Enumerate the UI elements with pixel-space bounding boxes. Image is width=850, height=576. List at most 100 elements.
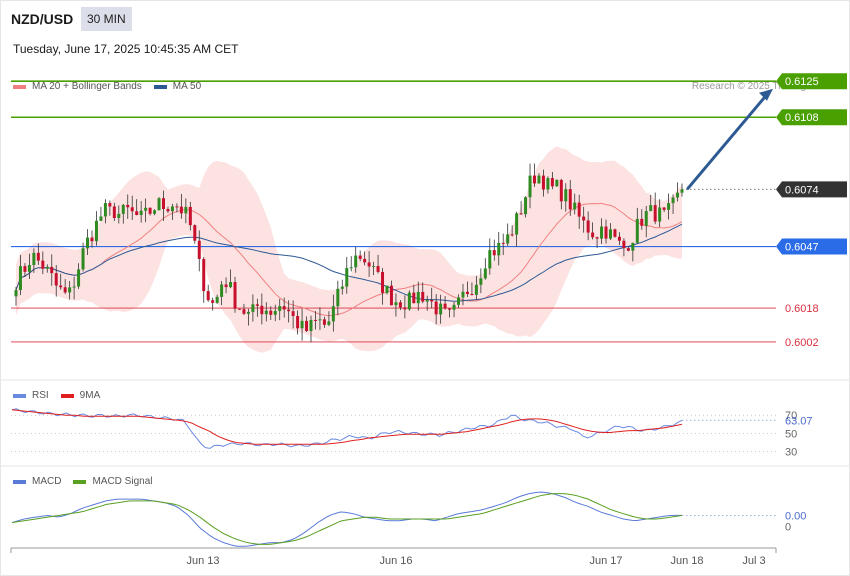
candle <box>457 294 461 308</box>
candle <box>291 300 295 329</box>
candle-body <box>497 242 501 256</box>
candle-body <box>45 266 49 269</box>
candle-body <box>237 308 241 310</box>
candle <box>197 230 201 272</box>
candle-body <box>568 189 572 210</box>
macd-last-label: 0.00 <box>785 510 806 522</box>
candle <box>282 297 286 318</box>
candle-body <box>126 204 130 208</box>
candle-body <box>327 321 331 325</box>
candle <box>331 294 335 332</box>
candle <box>613 228 617 238</box>
candle-body <box>99 216 103 221</box>
candle-body <box>510 234 514 236</box>
candle <box>86 229 90 255</box>
candle <box>604 219 608 244</box>
candle-body <box>224 284 228 288</box>
candle-body <box>595 237 599 239</box>
candle <box>608 223 612 241</box>
bollinger-band-area <box>16 146 682 353</box>
candle-body <box>613 229 617 237</box>
price-level-layer <box>11 80 776 343</box>
candle-body <box>644 211 648 226</box>
macd-signal-line <box>11 493 683 545</box>
candle <box>175 203 179 213</box>
candle-body <box>649 205 653 212</box>
projection-arrow-line <box>686 95 767 190</box>
candle <box>99 206 103 222</box>
candle-body <box>483 268 487 279</box>
candle <box>497 231 501 266</box>
candle-body <box>139 210 143 216</box>
candle <box>448 307 452 318</box>
candle-body <box>296 315 300 329</box>
candle-body <box>273 310 277 315</box>
candle-body <box>282 306 286 310</box>
candle-body <box>403 307 407 310</box>
candle-body <box>260 305 264 315</box>
candle <box>220 280 224 306</box>
candle-body <box>68 287 72 293</box>
candle <box>421 282 425 304</box>
candle-body <box>631 242 635 251</box>
candle-body <box>372 266 376 268</box>
candle <box>251 294 255 322</box>
pivot-label-3: 0.6047 <box>785 242 819 254</box>
symbol-title: NZD/USD <box>11 11 74 27</box>
macd-tick-zero: 0 <box>785 522 791 534</box>
candle <box>568 179 572 216</box>
projection-layer <box>686 88 773 190</box>
candle-body <box>305 320 309 331</box>
candle <box>640 209 644 230</box>
candle <box>461 283 465 306</box>
candle-body <box>506 234 510 244</box>
candle <box>465 281 469 298</box>
candle-body <box>407 292 411 310</box>
candle-body <box>287 309 291 312</box>
candle <box>188 201 192 231</box>
candle-body <box>50 266 54 274</box>
candle <box>546 176 550 194</box>
candle-body <box>197 240 201 259</box>
candle <box>626 246 630 252</box>
candle <box>541 169 545 197</box>
candle <box>206 284 210 302</box>
candle <box>340 279 344 295</box>
candle-body <box>32 252 36 265</box>
candle <box>452 302 456 318</box>
candle-body <box>488 250 492 269</box>
candle-body <box>345 267 349 287</box>
candle <box>349 256 353 272</box>
candle-body <box>528 175 532 198</box>
candle-body <box>586 220 590 233</box>
candle <box>430 287 434 309</box>
candle <box>532 163 536 187</box>
candle-body <box>175 206 179 208</box>
candle-body <box>148 207 152 214</box>
candle-body <box>193 225 197 241</box>
macd-swatch-icon <box>13 479 26 484</box>
resistance-tag-0 <box>776 73 847 90</box>
timeframe-badge[interactable]: 30 MIN <box>81 7 132 31</box>
candle <box>667 193 671 220</box>
candle-body <box>135 211 139 216</box>
pivot-tag-3 <box>776 238 847 255</box>
candle <box>389 280 393 306</box>
candle-body <box>81 248 85 270</box>
candle-body <box>680 189 684 193</box>
candle-body <box>251 304 255 312</box>
candle-body <box>667 203 671 210</box>
candle <box>680 183 684 197</box>
candle <box>403 295 407 319</box>
legend-bollinger: MA 20 + Bollinger Bands <box>32 81 142 92</box>
legend-ma50: MA 50 <box>172 81 202 92</box>
candle <box>381 268 385 305</box>
candle-body <box>90 237 94 242</box>
candle <box>443 296 447 310</box>
moving-average-layer <box>15 202 683 317</box>
candle <box>555 179 559 187</box>
candle <box>153 209 157 216</box>
candle <box>233 276 237 313</box>
candle-body <box>309 319 313 331</box>
candle <box>23 263 27 278</box>
